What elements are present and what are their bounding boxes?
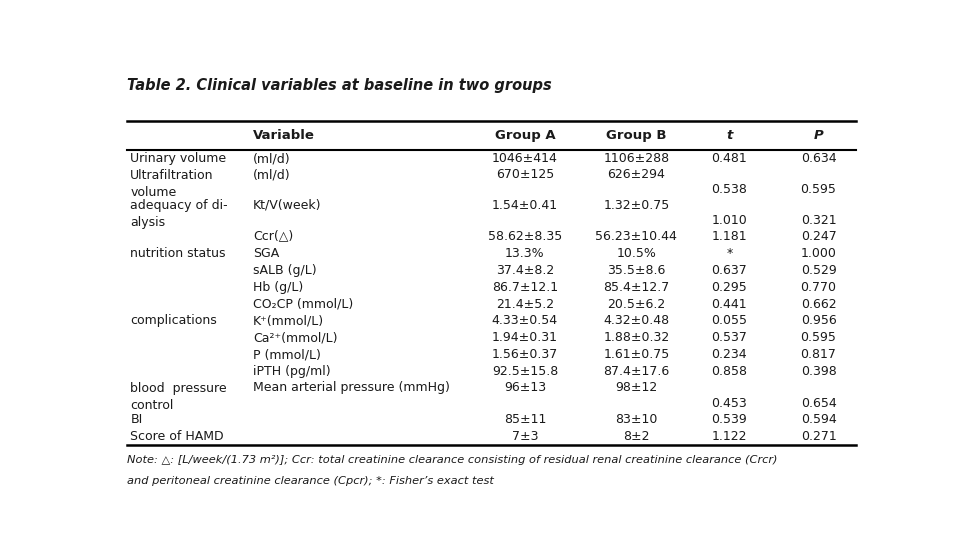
Text: 0.817: 0.817 [801,348,836,361]
Text: 1.32±0.75: 1.32±0.75 [603,198,669,212]
Text: 35.5±8.6: 35.5±8.6 [607,264,666,277]
Text: 1.122: 1.122 [712,430,747,442]
Text: 1.000: 1.000 [801,246,836,259]
Text: Group A: Group A [495,129,555,142]
Text: 0.595: 0.595 [801,184,836,197]
Text: 1.010: 1.010 [712,213,747,227]
Text: 1.54±0.41: 1.54±0.41 [492,198,558,212]
Text: 1.56±0.37: 1.56±0.37 [492,348,558,361]
Text: Hb (g/L): Hb (g/L) [253,281,303,293]
Text: 85±11: 85±11 [503,413,546,426]
Text: Group B: Group B [606,129,667,142]
Text: 0.594: 0.594 [801,413,836,426]
Text: P (mmol/L): P (mmol/L) [253,348,321,361]
Text: Note: △: [L/week/(1.73 m²)]; Ccr: total creatinine clearance consisting of resid: Note: △: [L/week/(1.73 m²)]; Ccr: total … [128,455,778,465]
Text: P: P [813,129,824,142]
Text: 0.538: 0.538 [712,184,747,197]
Text: 0.441: 0.441 [712,297,747,310]
Text: 1046±414: 1046±414 [492,152,558,165]
Text: complications: complications [130,315,217,328]
Text: 0.634: 0.634 [801,152,836,165]
Text: 0.055: 0.055 [712,315,747,328]
Text: 10.5%: 10.5% [617,246,656,259]
Text: adequacy of di-
alysis: adequacy of di- alysis [130,199,228,229]
Text: 20.5±6.2: 20.5±6.2 [607,297,666,310]
Text: nutrition status: nutrition status [130,246,225,259]
Text: 0.453: 0.453 [712,396,747,409]
Text: blood  pressure
control: blood pressure control [130,382,227,412]
Text: 87.4±17.6: 87.4±17.6 [603,366,669,379]
Text: 0.295: 0.295 [712,281,747,293]
Text: Ca²⁺(mmol/L): Ca²⁺(mmol/L) [253,332,338,344]
Text: SGA: SGA [253,246,279,259]
Text: 58.62±8.35: 58.62±8.35 [488,230,562,242]
Text: 0.637: 0.637 [712,264,747,277]
Text: 13.3%: 13.3% [505,246,545,259]
Text: 0.529: 0.529 [801,264,836,277]
Text: 85.4±12.7: 85.4±12.7 [603,281,669,293]
Text: CO₂CP (mmol/L): CO₂CP (mmol/L) [253,297,353,310]
Text: 626±294: 626±294 [607,169,666,181]
Text: 98±12: 98±12 [616,381,658,394]
Text: Mean arterial pressure (mmHg): Mean arterial pressure (mmHg) [253,381,450,394]
Text: 92.5±15.8: 92.5±15.8 [492,366,558,379]
Text: Urinary volume: Urinary volume [130,152,226,165]
Text: 1.61±0.75: 1.61±0.75 [603,348,669,361]
Text: 0.956: 0.956 [801,315,836,328]
Text: 1.94±0.31: 1.94±0.31 [492,332,558,344]
Text: Variable: Variable [253,129,315,142]
Text: 0.398: 0.398 [801,366,836,379]
Text: 1106±288: 1106±288 [603,152,669,165]
Text: 0.595: 0.595 [801,332,836,344]
Text: 0.234: 0.234 [712,348,747,361]
Text: Ccr(△): Ccr(△) [253,230,293,242]
Text: K⁺(mmol/L): K⁺(mmol/L) [253,315,324,328]
Text: 86.7±12.1: 86.7±12.1 [492,281,558,293]
Text: 1.181: 1.181 [712,230,747,242]
Text: 0.858: 0.858 [712,366,747,379]
Text: sALB (g/L): sALB (g/L) [253,264,316,277]
Text: 0.321: 0.321 [801,213,836,227]
Text: 0.247: 0.247 [801,230,836,242]
Text: 4.33±0.54: 4.33±0.54 [492,315,558,328]
Text: 0.770: 0.770 [801,281,836,293]
Text: 0.654: 0.654 [801,396,836,409]
Text: 0.481: 0.481 [712,152,747,165]
Text: 96±13: 96±13 [503,381,546,394]
Text: 8±2: 8±2 [623,430,649,442]
Text: (ml/d): (ml/d) [253,169,291,181]
Text: (ml/d): (ml/d) [253,152,291,165]
Text: iPTH (pg/ml): iPTH (pg/ml) [253,366,331,379]
Text: Score of HAMD: Score of HAMD [130,430,223,442]
Text: 1.88±0.32: 1.88±0.32 [603,332,669,344]
Text: 7±3: 7±3 [512,430,538,442]
Text: BI: BI [130,413,143,426]
Text: 21.4±5.2: 21.4±5.2 [496,297,554,310]
Text: 0.539: 0.539 [712,413,747,426]
Text: 0.662: 0.662 [801,297,836,310]
Text: Ultrafiltration
volume: Ultrafiltration volume [130,169,214,199]
Text: 83±10: 83±10 [616,413,658,426]
Text: 0.271: 0.271 [801,430,836,442]
Text: 37.4±8.2: 37.4±8.2 [496,264,554,277]
Text: 670±125: 670±125 [496,169,554,181]
Text: t: t [726,129,733,142]
Text: and peritoneal creatinine clearance (Cpcr); *: Fisher’s exact test: and peritoneal creatinine clearance (Cpc… [128,476,494,486]
Text: *: * [726,246,733,259]
Text: 4.32±0.48: 4.32±0.48 [603,315,669,328]
Text: Table 2. Clinical variables at baseline in two groups: Table 2. Clinical variables at baseline … [128,78,552,93]
Text: Kt/V(week): Kt/V(week) [253,198,321,212]
Text: 0.537: 0.537 [712,332,747,344]
Text: 56.23±10.44: 56.23±10.44 [596,230,677,242]
